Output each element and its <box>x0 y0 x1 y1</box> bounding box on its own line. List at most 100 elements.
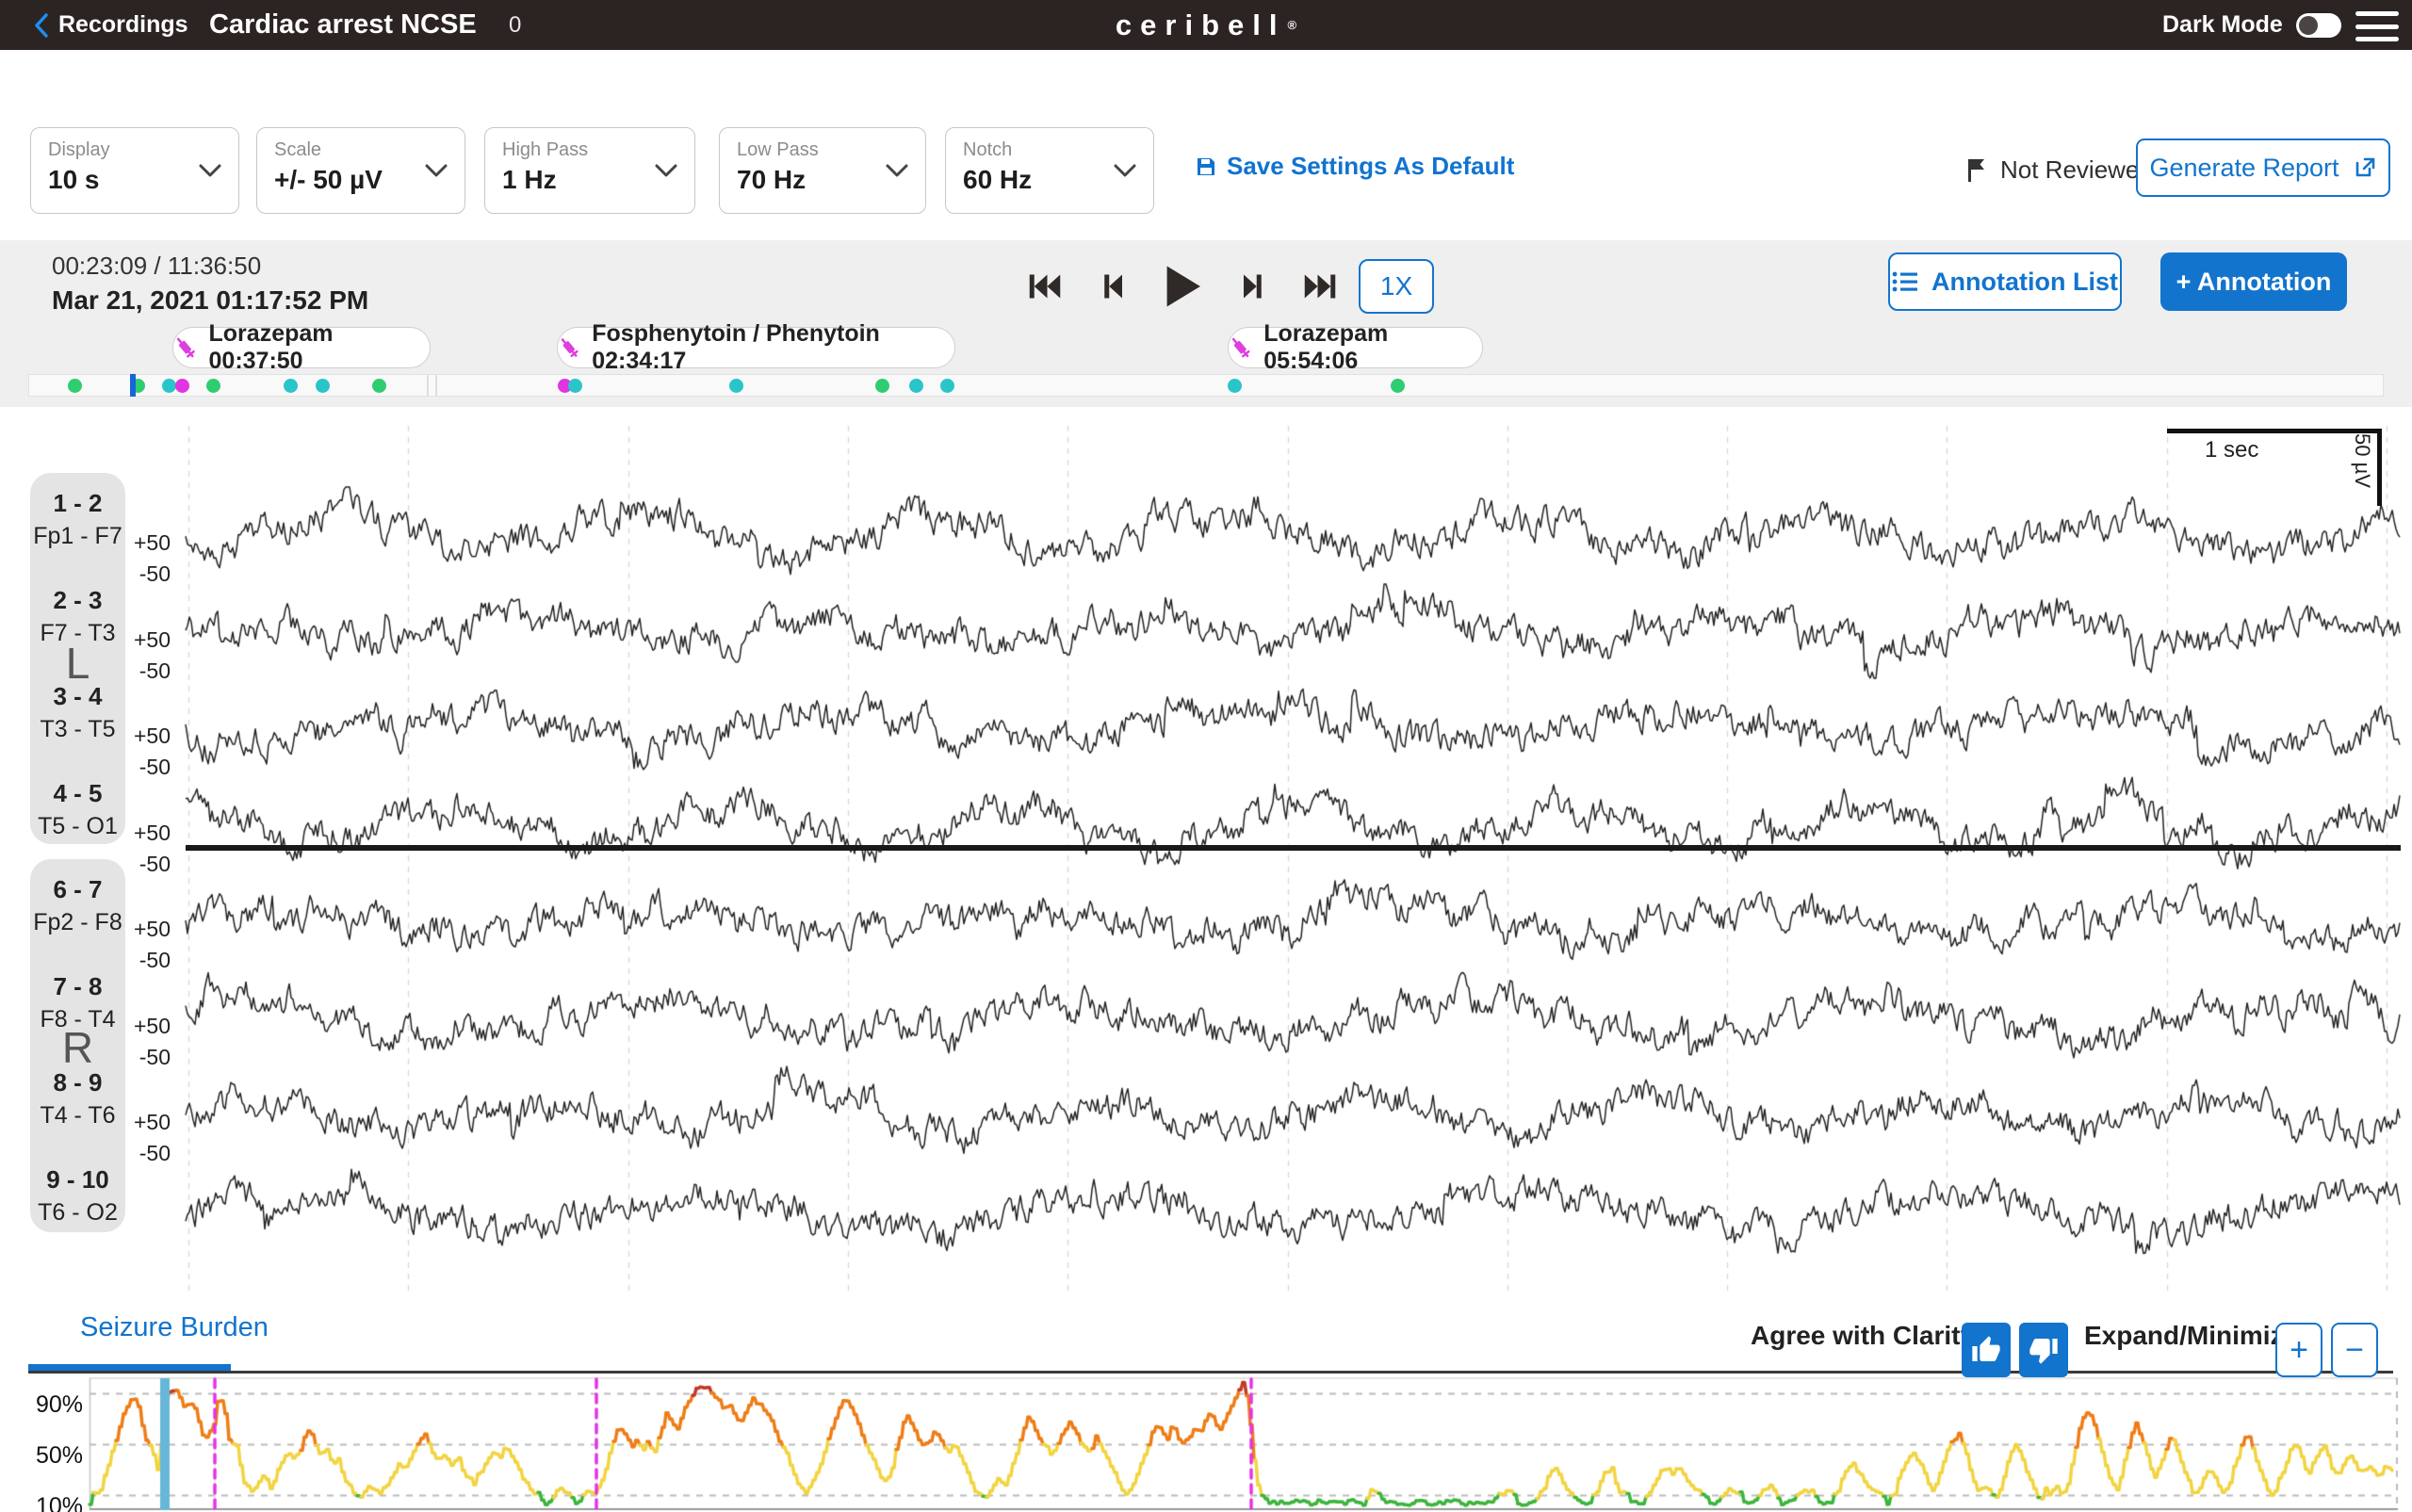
channel-number: 8 - 9 <box>53 1068 103 1097</box>
timeline-event-dot-green[interactable] <box>68 379 82 393</box>
top-bar: Recordings Cardiac arrest NCSE 0 ceribel… <box>0 0 2412 50</box>
menu-icon[interactable] <box>2355 11 2399 41</box>
time-scale-bar <box>2167 429 2382 433</box>
step-forward-button[interactable] <box>1242 272 1264 301</box>
tab-seizure-burden[interactable]: Seizure Burden <box>80 1312 269 1342</box>
tab-bar-border <box>28 1371 2393 1374</box>
dropdown-value: 60 Hz <box>963 165 1033 194</box>
playback-speed-button[interactable]: 1X <box>1359 259 1434 314</box>
hemisphere-letter-L: L <box>65 639 90 688</box>
syringe-icon <box>1231 337 1250 358</box>
medication-label: Lorazepam 00:37:50 <box>208 320 334 374</box>
back-to-recordings[interactable]: Recordings <box>34 0 188 50</box>
left-hemisphere-label-box <box>30 473 125 844</box>
channel-number: 7 - 8 <box>53 972 103 1000</box>
channel-number: 9 - 10 <box>46 1165 109 1194</box>
page-title: Cardiac arrest NCSE <box>209 9 477 40</box>
timeline-event-dot-teal[interactable] <box>162 379 176 393</box>
timeline-event-dot-green[interactable] <box>1391 379 1405 393</box>
dropdown-value: +/- 50 µV <box>274 165 383 194</box>
syringe-icon <box>176 337 195 358</box>
timeline-event-dot-green[interactable] <box>875 379 889 393</box>
scale-minus-label: -50 <box>139 755 171 779</box>
channel-electrodes: F8 - T4 <box>40 1006 116 1032</box>
channel-number: 2 - 3 <box>53 586 103 614</box>
flag-icon <box>1968 158 1984 182</box>
step-back-button[interactable] <box>1101 272 1124 301</box>
seizure-burden-section: Seizure Burden Agree with Clarity? Expan… <box>0 1300 2412 1512</box>
scale-plus-label: +50 <box>133 1110 171 1134</box>
channel-electrodes: T4 - T6 <box>40 1102 116 1129</box>
dropdown-label: Notch <box>963 139 1013 160</box>
dropdown-display[interactable]: Display 10 s <box>30 127 239 214</box>
scale-minus-label: -50 <box>139 561 171 586</box>
dropdown-label: Scale <box>274 139 322 160</box>
medication-pill[interactable]: Lorazepam 00:37:50 <box>172 320 431 374</box>
play-button[interactable] <box>1162 264 1203 309</box>
display-controls: Display 10 s Scale +/- 50 µV High Pass 1 Hz Lo… <box>0 50 2412 240</box>
timeline-event-dot-teal[interactable] <box>316 379 330 393</box>
chevron-down-icon <box>199 164 221 177</box>
recording-timeline[interactable] <box>28 374 2384 397</box>
timeline-event-dot-teal[interactable] <box>729 379 743 393</box>
elapsed-time: 00:23:09 / 11:36:50 <box>52 252 262 280</box>
save-settings-link[interactable]: Save Settings As Default <box>1195 152 1514 181</box>
dropdown-notch[interactable]: Notch 60 Hz <box>945 127 1154 214</box>
timeline-event-dot-green[interactable] <box>372 379 386 393</box>
toggle-knob <box>2298 15 2318 35</box>
agree-with-clarity-label: Agree with Clarity? <box>1751 1321 1992 1350</box>
playback-panel: 00:23:09 / 11:36:50 Mar 21, 2021 01:17:5… <box>0 240 2412 407</box>
dropdown-scale[interactable]: Scale +/- 50 µV <box>256 127 465 214</box>
channel-electrodes: T3 - T5 <box>40 716 116 742</box>
thumbs-up-button[interactable] <box>1962 1323 2011 1377</box>
medication-pill[interactable]: Lorazepam 05:54:06 <box>1228 320 1483 374</box>
back-label: Recordings <box>58 11 188 38</box>
medication-pill[interactable]: Fosphenytoin / Phenytoin 02:34:17 <box>557 320 955 374</box>
channel-electrodes: T6 - O2 <box>38 1199 118 1226</box>
dropdown-low-pass[interactable]: Low Pass 70 Hz <box>719 127 926 214</box>
channel-electrodes: T5 - O1 <box>38 813 118 839</box>
save-settings-label: Save Settings As Default <box>1227 152 1515 180</box>
minimize-button[interactable]: − <box>2331 1323 2378 1377</box>
timeline-event-dot-teal[interactable] <box>1228 379 1242 393</box>
tab-active-underline <box>28 1364 231 1373</box>
scale-plus-label: +50 <box>133 821 171 845</box>
chevron-down-icon <box>1114 164 1136 177</box>
skip-to-end-button[interactable] <box>1302 272 1338 301</box>
right-hemisphere-label-box <box>30 859 125 1232</box>
add-annotation-button[interactable]: + Annotation <box>2160 252 2347 311</box>
channel-number: 6 - 7 <box>53 875 103 903</box>
generate-report-button[interactable]: Generate Report <box>2136 138 2390 197</box>
scale-plus-label: +50 <box>133 1014 171 1038</box>
channel-label: 6 - 7 Fp2 - F8 <box>30 875 125 936</box>
scale-minus-label: -50 <box>139 1045 171 1069</box>
dropdown-value: 10 s <box>48 165 100 194</box>
scale-plus-label: +50 <box>133 530 171 555</box>
hemisphere-separator <box>186 845 2401 851</box>
timeline-event-dot-teal[interactable] <box>909 379 923 393</box>
annotation-list-button[interactable]: Annotation List <box>1888 252 2122 311</box>
timeline-event-dot-teal[interactable] <box>940 379 954 393</box>
seizure-burden-chart[interactable] <box>0 1377 2412 1512</box>
timeline-event-dot-teal[interactable] <box>284 379 298 393</box>
skip-to-start-button[interactable] <box>1027 272 1063 301</box>
dropdown-high-pass[interactable]: High Pass 1 Hz <box>484 127 695 214</box>
scale-minus-label: -50 <box>139 852 171 876</box>
timeline-event-dot-teal[interactable] <box>568 379 582 393</box>
chevron-down-icon <box>655 164 677 177</box>
current-datetime: Mar 21, 2021 01:17:52 PM <box>52 285 369 315</box>
review-status: Not Reviewed <box>1964 155 2153 185</box>
transport-controls <box>1027 257 1338 316</box>
channel-electrodes: F7 - T3 <box>40 620 116 646</box>
eeg-traces[interactable] <box>0 407 2412 1300</box>
medication-label: Fosphenytoin / Phenytoin 02:34:17 <box>592 320 880 374</box>
dark-mode-toggle[interactable] <box>2295 12 2341 38</box>
timeline-position-cursor[interactable] <box>130 374 136 397</box>
timeline-event-dot-magenta[interactable] <box>175 379 189 393</box>
dark-mode-control: Dark Mode <box>2162 0 2341 50</box>
expand-button[interactable]: + <box>2275 1323 2322 1377</box>
expand-minimize-label: Expand/Minimize <box>2084 1321 2299 1350</box>
thumbs-down-button[interactable] <box>2019 1323 2068 1377</box>
syringe-icon <box>561 338 579 358</box>
timeline-event-dot-green[interactable] <box>206 379 220 393</box>
